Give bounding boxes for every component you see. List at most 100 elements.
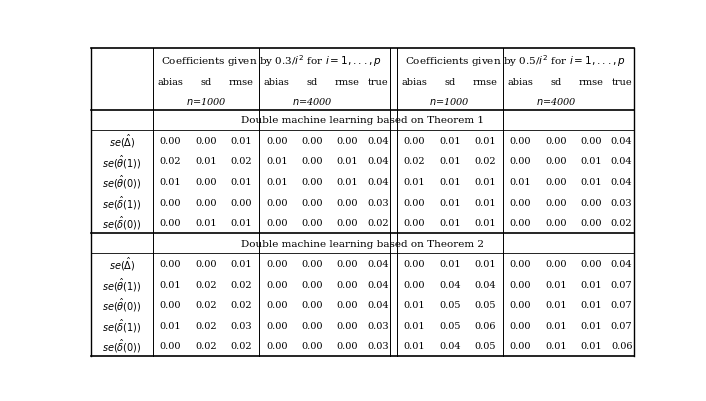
Text: $se(\hat{\delta}(1))$: $se(\hat{\delta}(1))$ xyxy=(102,317,142,334)
Text: 0.00: 0.00 xyxy=(580,136,602,146)
Text: 0.00: 0.00 xyxy=(337,219,358,227)
Text: 0.00: 0.00 xyxy=(160,136,181,146)
Text: sd: sd xyxy=(201,78,212,87)
Text: $n$=1000: $n$=1000 xyxy=(186,96,227,107)
Text: 0.00: 0.00 xyxy=(404,259,425,269)
Text: abias: abias xyxy=(264,78,289,87)
Text: 0.01: 0.01 xyxy=(580,280,602,289)
Text: 0.02: 0.02 xyxy=(160,157,181,166)
Text: 0.01: 0.01 xyxy=(266,157,287,166)
Text: 0.00: 0.00 xyxy=(301,342,323,350)
Text: 0.01: 0.01 xyxy=(474,198,496,207)
Text: 0.00: 0.00 xyxy=(301,259,323,269)
Text: 0.04: 0.04 xyxy=(474,280,496,289)
Text: 0.00: 0.00 xyxy=(510,280,532,289)
Text: 0.01: 0.01 xyxy=(545,321,567,330)
Text: 0.01: 0.01 xyxy=(439,259,460,269)
Text: 0.00: 0.00 xyxy=(337,321,358,330)
Text: 0.04: 0.04 xyxy=(367,157,388,166)
Text: 0.01: 0.01 xyxy=(195,157,217,166)
Text: 0.04: 0.04 xyxy=(367,300,388,310)
Text: 0.00: 0.00 xyxy=(337,280,358,289)
Text: 0.00: 0.00 xyxy=(266,259,287,269)
Text: 0.00: 0.00 xyxy=(301,300,323,310)
Text: 0.00: 0.00 xyxy=(580,198,602,207)
Text: 0.00: 0.00 xyxy=(301,178,323,186)
Text: 0.00: 0.00 xyxy=(266,321,287,330)
Text: 0.00: 0.00 xyxy=(510,219,532,227)
Text: 0.01: 0.01 xyxy=(404,178,425,186)
Text: sd: sd xyxy=(306,78,318,87)
Text: 0.01: 0.01 xyxy=(474,219,496,227)
Text: 0.01: 0.01 xyxy=(231,136,252,146)
Text: 0.00: 0.00 xyxy=(301,136,323,146)
Text: 0.00: 0.00 xyxy=(580,259,602,269)
Text: 0.04: 0.04 xyxy=(367,280,388,289)
Text: 0.00: 0.00 xyxy=(510,259,532,269)
Text: 0.00: 0.00 xyxy=(337,198,358,207)
Text: 0.00: 0.00 xyxy=(510,198,532,207)
Text: 0.00: 0.00 xyxy=(266,198,287,207)
Text: 0.03: 0.03 xyxy=(367,342,388,350)
Text: Coefficients given by 0.3/$i^2$ for $i = 1,..., p$: Coefficients given by 0.3/$i^2$ for $i =… xyxy=(161,53,382,69)
Text: 0.00: 0.00 xyxy=(266,300,287,310)
Text: 0.00: 0.00 xyxy=(404,219,425,227)
Text: 0.01: 0.01 xyxy=(231,259,252,269)
Text: 0.01: 0.01 xyxy=(231,178,252,186)
Text: 0.02: 0.02 xyxy=(231,342,252,350)
Text: 0.00: 0.00 xyxy=(545,178,567,186)
Text: $n$=1000: $n$=1000 xyxy=(429,96,470,107)
Text: 0.01: 0.01 xyxy=(231,219,252,227)
Text: 0.01: 0.01 xyxy=(439,157,460,166)
Text: true: true xyxy=(611,78,632,87)
Text: 0.02: 0.02 xyxy=(195,342,217,350)
Text: 0.01: 0.01 xyxy=(545,342,567,350)
Text: 0.07: 0.07 xyxy=(611,280,633,289)
Text: 0.00: 0.00 xyxy=(266,219,287,227)
Text: Coefficients given by 0.5/$i^2$ for $i = 1,..., p$: Coefficients given by 0.5/$i^2$ for $i =… xyxy=(405,53,626,69)
Text: rmse: rmse xyxy=(473,78,498,87)
Text: 0.00: 0.00 xyxy=(545,198,567,207)
Text: 0.00: 0.00 xyxy=(337,259,358,269)
Text: 0.00: 0.00 xyxy=(404,280,425,289)
Text: 0.00: 0.00 xyxy=(510,136,532,146)
Text: 0.00: 0.00 xyxy=(545,219,567,227)
Text: 0.06: 0.06 xyxy=(611,342,633,350)
Text: 0.04: 0.04 xyxy=(439,342,460,350)
Text: 0.00: 0.00 xyxy=(337,136,358,146)
Text: rmse: rmse xyxy=(335,78,360,87)
Text: 0.00: 0.00 xyxy=(301,198,323,207)
Text: 0.00: 0.00 xyxy=(404,136,425,146)
Text: 0.03: 0.03 xyxy=(231,321,252,330)
Text: 0.01: 0.01 xyxy=(439,178,460,186)
Text: 0.04: 0.04 xyxy=(611,259,633,269)
Text: $se(\hat{\delta}(0))$: $se(\hat{\delta}(0))$ xyxy=(102,215,142,232)
Text: 0.03: 0.03 xyxy=(367,198,388,207)
Text: 0.01: 0.01 xyxy=(580,342,602,350)
Text: 0.00: 0.00 xyxy=(545,259,567,269)
Text: 0.01: 0.01 xyxy=(545,300,567,310)
Text: 0.00: 0.00 xyxy=(510,321,532,330)
Text: 0.01: 0.01 xyxy=(160,321,181,330)
Text: Double machine learning based on Theorem 1: Double machine learning based on Theorem… xyxy=(241,116,484,125)
Text: 0.01: 0.01 xyxy=(337,178,359,186)
Text: 0.00: 0.00 xyxy=(510,342,532,350)
Text: 0.00: 0.00 xyxy=(301,157,323,166)
Text: 0.01: 0.01 xyxy=(580,300,602,310)
Text: Double machine learning based on Theorem 2: Double machine learning based on Theorem… xyxy=(241,239,484,248)
Text: 0.01: 0.01 xyxy=(195,219,217,227)
Text: 0.04: 0.04 xyxy=(439,280,460,289)
Text: 0.00: 0.00 xyxy=(266,280,287,289)
Text: 0.02: 0.02 xyxy=(231,280,252,289)
Text: 0.00: 0.00 xyxy=(196,178,217,186)
Text: 0.04: 0.04 xyxy=(367,259,388,269)
Text: 0.01: 0.01 xyxy=(404,342,425,350)
Text: true: true xyxy=(368,78,388,87)
Text: 0.01: 0.01 xyxy=(337,157,359,166)
Text: 0.07: 0.07 xyxy=(611,300,633,310)
Text: 0.03: 0.03 xyxy=(367,321,388,330)
Text: 0.01: 0.01 xyxy=(404,300,425,310)
Text: 0.00: 0.00 xyxy=(196,136,217,146)
Text: 0.00: 0.00 xyxy=(266,342,287,350)
Text: 0.01: 0.01 xyxy=(160,178,181,186)
